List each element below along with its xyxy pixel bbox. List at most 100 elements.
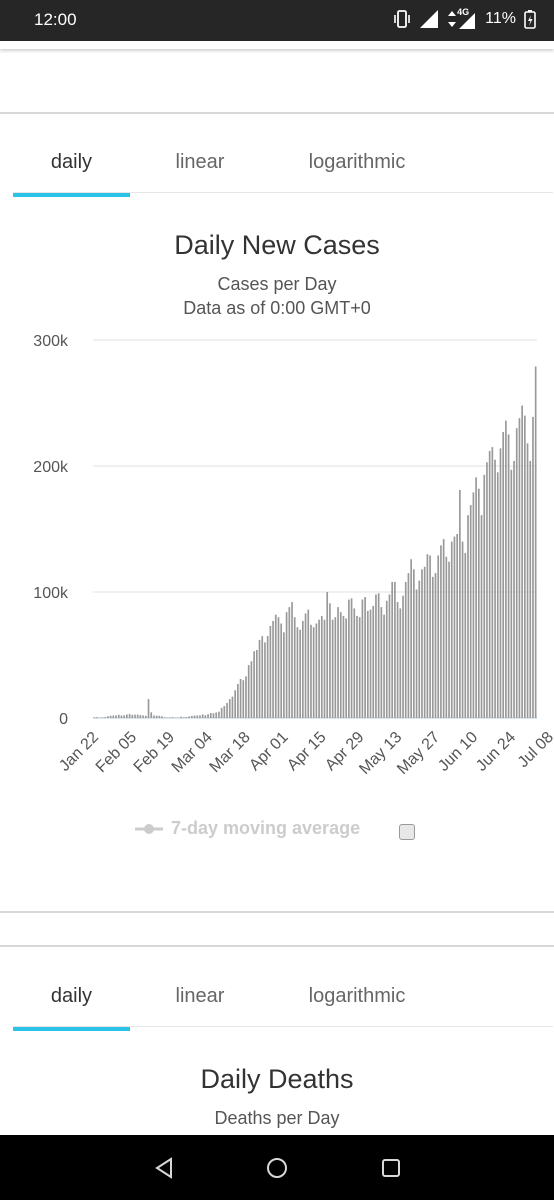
bar <box>502 431 505 718</box>
navigation-bar <box>0 1135 554 1200</box>
x-tick-label: Feb 19 <box>131 729 178 776</box>
bar <box>302 620 304 718</box>
deaths-chart-subtitle: Deaths per Day <box>214 1108 340 1128</box>
bar <box>123 715 125 718</box>
bar <box>296 627 299 718</box>
bar <box>277 617 280 718</box>
bar <box>304 613 307 718</box>
bar <box>237 683 239 718</box>
bar <box>388 594 391 718</box>
bar <box>128 714 131 718</box>
bar <box>245 676 247 718</box>
bar <box>155 715 158 718</box>
status-bar: 12:00 4G 11% <box>0 0 554 41</box>
bar <box>117 714 120 718</box>
bar <box>228 699 231 718</box>
battery-percent: 11% <box>485 10 516 27</box>
bar <box>461 541 464 718</box>
bar <box>399 608 402 718</box>
bar <box>445 556 448 718</box>
bar <box>356 615 358 718</box>
bar <box>467 515 469 718</box>
bar <box>475 477 477 718</box>
bar <box>131 714 134 718</box>
data-arrows-icon <box>448 11 457 27</box>
bar <box>212 713 215 718</box>
bar <box>153 715 155 718</box>
bar <box>204 715 207 718</box>
tab-logarithmic[interactable]: logarithmic <box>308 151 406 173</box>
bar <box>223 706 226 718</box>
bar <box>440 545 442 718</box>
bar <box>469 505 472 718</box>
bar <box>250 661 253 718</box>
bar <box>431 576 434 718</box>
legend-line-marker-icon <box>135 823 163 834</box>
bar <box>369 609 372 718</box>
bar <box>518 418 521 718</box>
tab-daily[interactable]: daily <box>50 985 93 1007</box>
bar <box>480 515 483 718</box>
x-tick-label: Mar 04 <box>169 729 216 776</box>
bar <box>188 716 190 718</box>
bar <box>459 489 461 718</box>
bar <box>315 623 318 718</box>
bar <box>126 714 128 718</box>
bar <box>201 714 204 718</box>
home-icon[interactable] <box>265 1156 289 1180</box>
tab-linear[interactable]: linear <box>175 151 225 173</box>
section-divider-3 <box>0 945 554 947</box>
bar <box>342 615 345 718</box>
deaths-chart-title: Daily Deaths <box>200 1064 354 1094</box>
bar <box>383 614 385 718</box>
bar <box>115 715 117 718</box>
bar <box>312 627 315 718</box>
bar <box>515 428 518 718</box>
bar <box>472 492 475 718</box>
tab-daily[interactable]: daily <box>50 151 93 173</box>
bar <box>320 615 323 718</box>
bar <box>158 715 161 718</box>
bar <box>150 712 153 718</box>
bar <box>486 462 488 718</box>
tab-linear[interactable]: linear <box>175 985 225 1007</box>
bar <box>109 715 112 718</box>
x-tick-label: Jul 08 <box>515 729 554 771</box>
tab-logarithmic[interactable]: logarithmic <box>308 985 406 1007</box>
recents-icon[interactable] <box>379 1156 403 1180</box>
bar <box>293 617 296 718</box>
bar <box>261 636 264 718</box>
bar <box>231 696 234 718</box>
active-tab-indicator <box>13 193 130 197</box>
back-icon[interactable] <box>152 1156 176 1180</box>
network-type: 4G <box>447 7 477 30</box>
data-note: Data as of 0:00 GMT+0 <box>183 298 371 318</box>
bar <box>448 561 450 718</box>
bar <box>107 716 109 718</box>
bar <box>534 366 537 718</box>
bar <box>450 541 453 718</box>
bar <box>380 607 383 718</box>
tabs-rule <box>13 192 553 193</box>
legend-item[interactable]: 7-day moving average <box>135 818 360 839</box>
bar <box>499 448 502 718</box>
bar <box>532 416 534 718</box>
bar <box>521 405 523 718</box>
x-tick-label: Feb 05 <box>93 729 140 776</box>
bar <box>375 594 377 718</box>
signal-icon-2 <box>459 13 476 29</box>
bar <box>348 599 350 718</box>
bar <box>494 459 496 718</box>
chart-subtitle: Cases per Day <box>217 274 337 294</box>
bar <box>299 629 301 718</box>
bar <box>394 581 396 718</box>
legend-label: 7-day moving average <box>171 818 361 838</box>
bar <box>285 612 288 718</box>
bar <box>507 434 510 718</box>
status-icons: 4G 11% <box>393 7 536 30</box>
bar <box>326 592 329 718</box>
bar <box>255 649 258 718</box>
bar <box>418 580 421 718</box>
moving-average-checkbox[interactable] <box>399 824 415 840</box>
bar <box>209 712 212 718</box>
